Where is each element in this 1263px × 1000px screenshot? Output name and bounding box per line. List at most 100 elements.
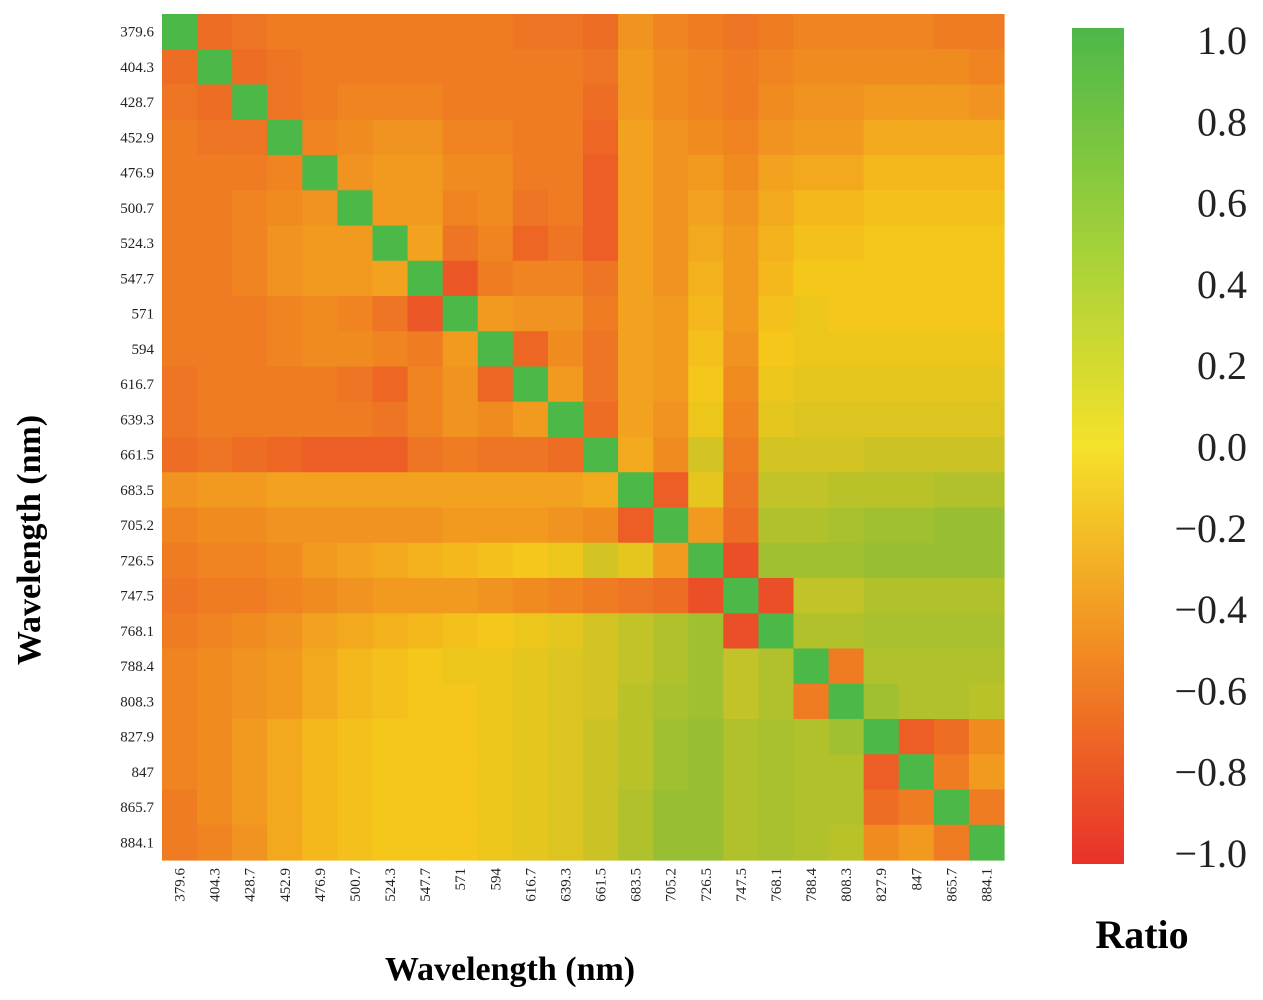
heatmap-cell [828,789,865,826]
heatmap-cell [618,49,654,86]
heatmap-cell [618,190,654,227]
heatmap-cell [618,296,654,332]
heatmap-cell [372,155,409,191]
heatmap-cell [267,719,303,755]
heatmap-cell [828,296,865,332]
heatmap-cell [477,296,514,332]
heatmap-cell [302,507,339,544]
heatmap-cell [477,613,514,650]
heatmap-cell [197,366,233,403]
heatmap-cell [512,507,549,544]
heatmap-cell [653,49,689,86]
heatmap-cell [898,366,935,403]
heatmap-cell [162,613,198,650]
heatmap-cell [793,437,830,473]
heatmap-cell [863,49,900,86]
heatmap-cell [267,648,303,685]
heatmap-cell [372,190,409,227]
heatmap-cell [653,613,689,650]
heatmap-cell [583,683,619,720]
heatmap-cell [372,14,409,50]
heatmap-cell [653,719,689,755]
heatmap-cell [232,49,268,86]
y-tick-label: 616.7 [120,377,154,393]
colorbar-tick-label: 0.4 [1197,262,1247,307]
heatmap-cell [337,155,374,191]
heatmap-cell [512,49,549,86]
heatmap-cell [442,225,479,262]
heatmap-cell [828,437,865,473]
heatmap-cell [793,472,830,509]
y-tick-label: 500.7 [120,201,154,217]
heatmap-cell [933,401,970,438]
heatmap-cell [512,472,549,509]
heatmap-cell [723,401,760,438]
heatmap-cell [477,648,514,685]
heatmap-cell [618,84,654,121]
heatmap-cell [477,155,514,191]
heatmap-cell [267,401,303,438]
heatmap-cell [442,155,479,191]
heatmap-cell [653,190,689,227]
y-tick-label: 639.3 [120,412,154,428]
heatmap-cell [828,648,865,685]
heatmap-cell [688,49,724,86]
x-tick-label: 705.2 [664,868,680,902]
heatmap-cell [337,754,374,791]
y-tick-label: 808.3 [120,694,154,710]
heatmap-cell [547,542,584,579]
heatmap-cell [793,14,830,50]
heatmap-cell [302,190,339,227]
heatmap-cell [477,366,514,403]
heatmap-cell [162,190,198,227]
heatmap-cell [688,155,724,191]
heatmap-cell [968,84,1005,121]
heatmap-cell [372,401,409,438]
heatmap-cell [863,155,900,191]
heatmap-cell [162,824,198,861]
heatmap-cell [197,14,233,50]
heatmap-cell [407,49,444,86]
heatmap-cell [512,789,549,826]
heatmap-cell [863,754,900,791]
heatmap-cell [898,613,935,650]
heatmap-cell [267,155,303,191]
heatmap-cell [442,190,479,227]
heatmap-cell [547,648,584,685]
heatmap-cell [828,190,865,227]
heatmap-cell [162,437,198,473]
heatmap-cell [618,719,654,755]
heatmap-cell [302,84,339,121]
heatmap-cell [653,472,689,509]
heatmap-cell [372,331,409,368]
heatmap-cell [372,260,409,297]
heatmap-cell [197,789,233,826]
heatmap-cell [302,296,339,332]
heatmap-cell [547,155,584,191]
heatmap-cell [758,613,795,650]
heatmap-cell [512,155,549,191]
heatmap-cell [337,401,374,438]
heatmap-cell [758,542,795,579]
heatmap-cell [688,472,724,509]
heatmap-cell [232,190,268,227]
heatmap-cell [828,613,865,650]
heatmap-cell [793,366,830,403]
heatmap-cell [583,190,619,227]
y-tick-label: 788.4 [120,659,154,675]
heatmap-cell [302,366,339,403]
heatmap-cell [618,366,654,403]
x-tick-label: 747.5 [734,868,750,902]
heatmap-cell [407,719,444,755]
heatmap-cell [197,49,233,86]
heatmap-cell [793,296,830,332]
heatmap-cell [653,542,689,579]
heatmap-cell [442,84,479,121]
heatmap-cell [477,260,514,297]
heatmap-cell [828,754,865,791]
heatmap-cell [512,331,549,368]
heatmap-cell [618,648,654,685]
colorbar-tick-label: −1.0 [1174,831,1247,876]
heatmap-cell [688,14,724,50]
